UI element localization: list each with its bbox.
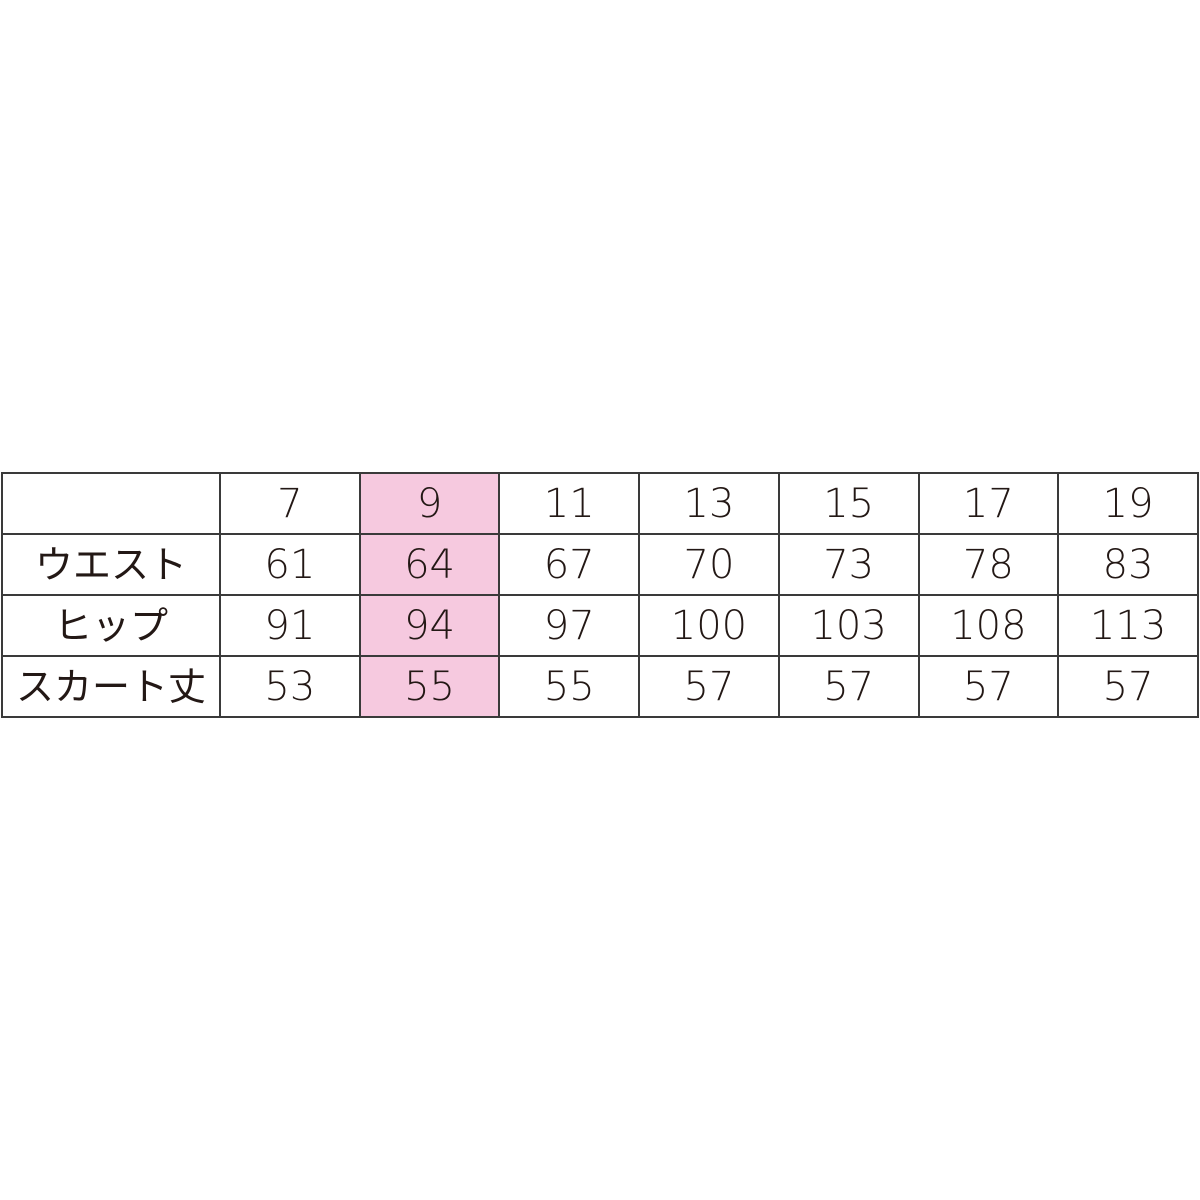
size-header: 17 [917,472,1060,535]
size-header-highlighted: 9 [358,472,501,535]
corner-cell [1,472,221,535]
table-cell: 70 [638,533,780,596]
table-row-skirt-length: スカート丈 53 55 55 57 57 57 57 [1,655,1199,718]
table-row-waist: ウエスト 61 64 67 70 73 78 83 [1,533,1199,596]
size-header: 11 [498,472,641,535]
size-header: 7 [219,472,361,535]
table-cell: 57 [917,655,1060,718]
size-chart-table: 7 9 11 13 15 17 19 ウエスト 61 64 67 70 73 7… [1,472,1199,718]
table-cell: 57 [1057,655,1199,718]
table-cell: 73 [777,533,920,596]
table-cell-highlighted: 94 [358,594,501,657]
size-header: 19 [1057,472,1199,535]
table-cell: 100 [638,594,780,657]
table-cell: 57 [777,655,920,718]
table-cell: 53 [219,655,361,718]
table-cell-highlighted: 55 [358,655,501,718]
table-cell: 61 [219,533,361,596]
table-cell: 57 [638,655,780,718]
table-cell: 97 [498,594,641,657]
table-cell: 103 [777,594,920,657]
size-header: 13 [638,472,780,535]
header-row: 7 9 11 13 15 17 19 [1,472,1199,535]
row-label: スカート丈 [1,655,221,718]
table-cell: 113 [1057,594,1199,657]
row-label: ウエスト [1,533,221,596]
table-cell: 55 [498,655,641,718]
size-header: 15 [777,472,920,535]
table-cell: 108 [917,594,1060,657]
table-cell: 78 [917,533,1060,596]
table-cell-highlighted: 64 [358,533,501,596]
row-label: ヒップ [1,594,221,657]
table-cell: 67 [498,533,641,596]
table-row-hip: ヒップ 91 94 97 100 103 108 113 [1,594,1199,657]
table-cell: 83 [1057,533,1199,596]
table-cell: 91 [219,594,361,657]
